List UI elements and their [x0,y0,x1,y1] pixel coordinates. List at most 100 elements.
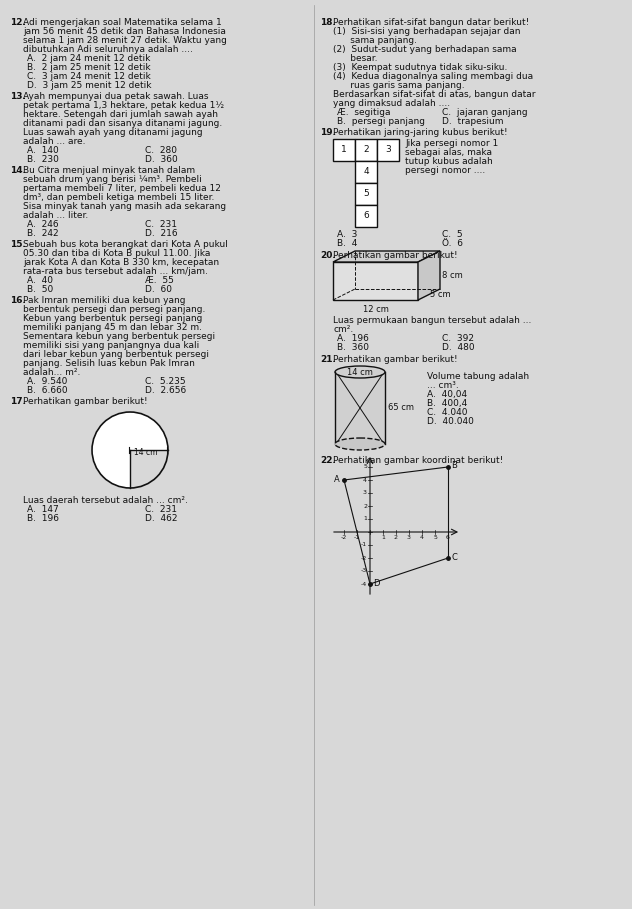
Text: ... cm³.: ... cm³. [427,381,459,390]
Text: -1: -1 [354,535,360,540]
Text: A.  196: A. 196 [337,334,369,343]
Text: -3: -3 [361,568,367,574]
Text: 14.: 14. [10,166,26,175]
Text: D.  60: D. 60 [145,285,172,294]
Text: 6: 6 [446,535,450,540]
Text: dm³, dan pembeli ketiga membeli 15 liter.: dm³, dan pembeli ketiga membeli 15 liter… [23,193,214,202]
Text: Sementara kebun yang berbentuk persegi: Sementara kebun yang berbentuk persegi [23,332,215,341]
Text: A.  40: A. 40 [27,276,53,285]
Text: B.  4: B. 4 [337,239,357,248]
Text: 21.: 21. [320,355,336,364]
Text: B.  persegi panjang: B. persegi panjang [337,117,425,126]
Text: Kebun yang berbentuk persegi panjang: Kebun yang berbentuk persegi panjang [23,314,202,323]
Text: 1: 1 [381,535,385,540]
Bar [355,205,377,227]
Text: hektare. Setengah dari jumlah sawah ayah: hektare. Setengah dari jumlah sawah ayah [23,110,218,119]
Text: B.  2 jam 25 menit 12 detik: B. 2 jam 25 menit 12 detik [27,63,150,72]
Text: C.  392: C. 392 [442,334,474,343]
Text: (2)  Sudut-sudut yang berhadapan sama: (2) Sudut-sudut yang berhadapan sama [333,45,516,54]
Text: adalah ... are.: adalah ... are. [23,137,85,146]
Text: pertama membeli 7 liter, pembeli kedua 12: pertama membeli 7 liter, pembeli kedua 1… [23,184,221,193]
Text: Berdasarkan sifat-sifat di atas, bangun datar: Berdasarkan sifat-sifat di atas, bangun … [333,90,535,99]
Text: -4: -4 [361,582,367,586]
Text: 2: 2 [363,504,367,508]
Bar [355,161,377,183]
Text: petak pertama 1,3 hektare, petak kedua 1½: petak pertama 1,3 hektare, petak kedua 1… [23,101,224,110]
Text: tutup kubus adalah: tutup kubus adalah [405,157,493,166]
Bar [355,139,377,161]
Text: D.  360: D. 360 [145,155,178,164]
Text: adalah... m².: adalah... m². [23,368,80,377]
Text: B.  360: B. 360 [337,343,369,352]
Text: yang dimaksud adalah ....: yang dimaksud adalah .... [333,99,450,108]
Text: 65 cm: 65 cm [388,404,414,413]
Text: Perhatikan gambar berikut!: Perhatikan gambar berikut! [333,251,458,260]
Text: 4: 4 [363,477,367,483]
Text: 16.: 16. [10,296,26,305]
Text: 5 cm: 5 cm [430,290,451,299]
Text: C.  5: C. 5 [442,230,463,239]
Text: Adi mengerjakan soal Matematika selama 1: Adi mengerjakan soal Matematika selama 1 [23,18,222,27]
Text: Jika persegi nomor 1: Jika persegi nomor 1 [405,139,498,148]
Text: 3: 3 [363,491,367,495]
Bar [355,183,377,205]
Text: Perhatikan sifat-sifat bangun datar berikut!: Perhatikan sifat-sifat bangun datar beri… [333,18,529,27]
Polygon shape [418,251,440,300]
Text: 8 cm: 8 cm [442,271,463,280]
Bar [335,372,385,444]
Text: Bu Citra menjual minyak tanah dalam: Bu Citra menjual minyak tanah dalam [23,166,195,175]
Text: 5: 5 [363,189,369,198]
Text: -1: -1 [361,543,367,547]
Bar [333,139,355,161]
Text: cm².: cm². [333,325,353,334]
Text: -2: -2 [361,555,367,561]
Text: selama 1 jam 28 menit 27 detik. Waktu yang: selama 1 jam 28 menit 27 detik. Waktu ya… [23,36,227,45]
Text: A: A [334,475,340,484]
Text: Perhatikan gambar berikut!: Perhatikan gambar berikut! [23,397,148,406]
Text: 3: 3 [407,535,411,540]
Text: B.  6.660: B. 6.660 [27,386,68,395]
Text: Ö.  6: Ö. 6 [442,239,463,248]
Text: B.  50: B. 50 [27,285,53,294]
Text: C.  231: C. 231 [145,505,177,514]
Text: Sisa minyak tanah yang masih ada sekarang: Sisa minyak tanah yang masih ada sekaran… [23,202,226,211]
Text: A.  140: A. 140 [27,146,59,155]
Text: D.  480: D. 480 [442,343,475,352]
Text: 20.: 20. [320,251,336,260]
Text: 1: 1 [363,516,367,522]
Text: dibutuhkan Adi seluruhnya adalah ....: dibutuhkan Adi seluruhnya adalah .... [23,45,193,54]
Text: Perhatikan jaring-jaring kubus berikut!: Perhatikan jaring-jaring kubus berikut! [333,128,507,137]
Bar [333,262,418,300]
Text: (4)  Kedua diagonalnya saling membagi dua: (4) Kedua diagonalnya saling membagi dua [333,72,533,81]
Text: C.  231: C. 231 [145,220,177,229]
Text: 5: 5 [433,535,437,540]
Text: 3: 3 [385,145,391,155]
Text: Luas permukaan bangun tersebut adalah ...: Luas permukaan bangun tersebut adalah ..… [333,316,532,325]
Text: jam 56 menit 45 detik dan Bahasa Indonesia: jam 56 menit 45 detik dan Bahasa Indones… [23,27,226,36]
Text: 13.: 13. [10,92,26,101]
Text: 2: 2 [394,535,398,540]
Text: 4: 4 [420,535,424,540]
Text: C.  3 jam 24 menit 12 detik: C. 3 jam 24 menit 12 detik [27,72,151,81]
Text: -2: -2 [341,535,347,540]
Text: D.  462: D. 462 [145,514,178,523]
Ellipse shape [335,438,385,450]
Bar [377,139,399,161]
Text: 14 cm: 14 cm [134,448,157,457]
Text: 2: 2 [363,145,369,155]
Text: memiliki panjang 45 m dan lebar 32 m.: memiliki panjang 45 m dan lebar 32 m. [23,323,202,332]
Text: A.  2 jam 24 menit 12 detik: A. 2 jam 24 menit 12 detik [27,54,150,63]
Text: panjang. Selisih luas kebun Pak Imran: panjang. Selisih luas kebun Pak Imran [23,359,195,368]
Text: 5: 5 [363,464,367,470]
Text: besar.: besar. [333,54,377,63]
Text: Pak Imran memiliki dua kebun yang: Pak Imran memiliki dua kebun yang [23,296,186,305]
Text: (1)  Sisi-sisi yang berhadapan sejajar dan: (1) Sisi-sisi yang berhadapan sejajar da… [333,27,521,36]
Text: B.  242: B. 242 [27,229,59,238]
Text: Luas daerah tersebut adalah ... cm².: Luas daerah tersebut adalah ... cm². [23,496,188,505]
Text: ruas garis sama panjang.: ruas garis sama panjang. [333,81,465,90]
Text: Æ.  segitiga: Æ. segitiga [337,108,391,117]
Text: 6: 6 [363,212,369,221]
Text: C: C [451,554,457,563]
Text: 19.: 19. [320,128,336,137]
Text: B: B [451,461,457,470]
